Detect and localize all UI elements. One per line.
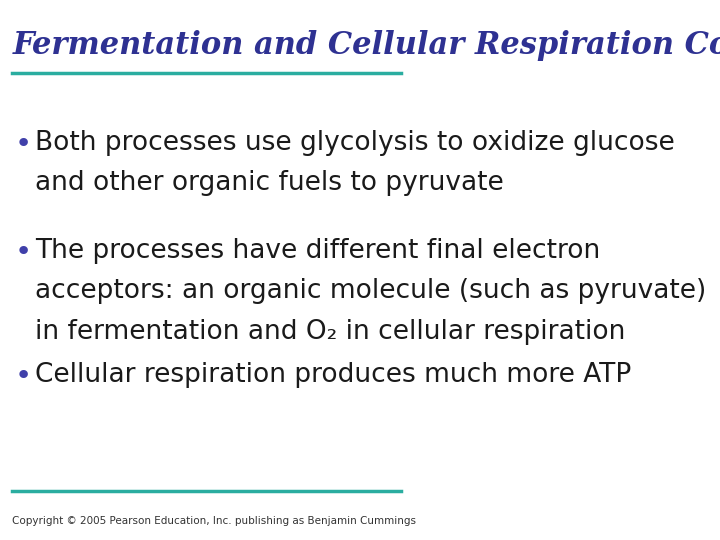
Text: acceptors: an organic molecule (such as pyruvate): acceptors: an organic molecule (such as … — [35, 278, 706, 304]
Text: Cellular respiration produces much more ATP: Cellular respiration produces much more … — [35, 362, 631, 388]
Text: Both processes use glycolysis to oxidize glucose: Both processes use glycolysis to oxidize… — [35, 130, 675, 156]
Text: •: • — [14, 130, 32, 158]
Text: •: • — [14, 238, 32, 266]
Text: •: • — [14, 362, 32, 390]
Text: and other organic fuels to pyruvate: and other organic fuels to pyruvate — [35, 170, 504, 196]
Text: Fermentation and Cellular Respiration Compared: Fermentation and Cellular Respiration Co… — [12, 30, 720, 60]
Text: The processes have different final electron: The processes have different final elect… — [35, 238, 600, 264]
Text: in fermentation and O₂ in cellular respiration: in fermentation and O₂ in cellular respi… — [35, 319, 626, 345]
Text: Copyright © 2005 Pearson Education, Inc. publishing as Benjamin Cummings: Copyright © 2005 Pearson Education, Inc.… — [12, 516, 416, 526]
